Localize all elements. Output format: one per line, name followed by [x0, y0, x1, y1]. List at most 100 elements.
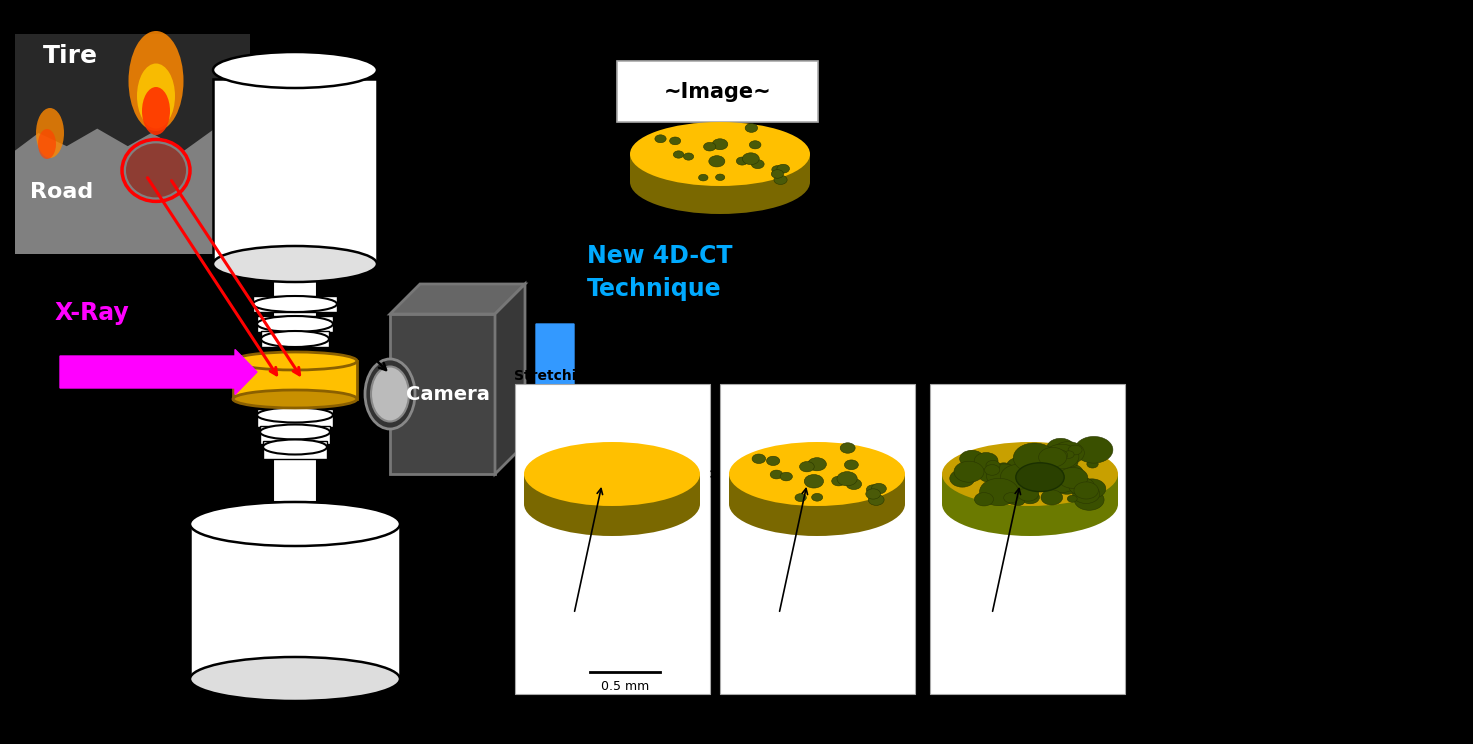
- FancyArrow shape: [60, 350, 256, 394]
- Ellipse shape: [745, 124, 757, 132]
- Ellipse shape: [950, 469, 975, 487]
- Ellipse shape: [38, 129, 56, 159]
- Ellipse shape: [35, 108, 63, 158]
- Bar: [190, 524, 401, 679]
- Ellipse shape: [1018, 487, 1038, 501]
- Ellipse shape: [630, 122, 810, 186]
- Polygon shape: [390, 284, 524, 314]
- Ellipse shape: [987, 464, 1021, 488]
- Ellipse shape: [1041, 490, 1062, 505]
- Bar: [233, 361, 356, 399]
- Text: Road: Road: [29, 182, 93, 202]
- Ellipse shape: [736, 157, 748, 165]
- Ellipse shape: [729, 442, 904, 506]
- Ellipse shape: [729, 472, 904, 536]
- Ellipse shape: [800, 461, 815, 472]
- Ellipse shape: [683, 153, 694, 160]
- Ellipse shape: [371, 367, 409, 422]
- Ellipse shape: [524, 442, 700, 506]
- Ellipse shape: [1044, 444, 1078, 469]
- Ellipse shape: [709, 155, 725, 167]
- Ellipse shape: [943, 442, 1118, 506]
- Ellipse shape: [1058, 467, 1089, 488]
- Text: Camera: Camera: [407, 385, 489, 403]
- Bar: [729, 474, 904, 504]
- Ellipse shape: [214, 52, 377, 88]
- Ellipse shape: [698, 174, 709, 181]
- Ellipse shape: [974, 452, 999, 469]
- Ellipse shape: [804, 475, 823, 488]
- Text: Technique: Technique: [588, 277, 722, 301]
- Ellipse shape: [1052, 442, 1084, 464]
- Ellipse shape: [1038, 472, 1064, 490]
- Ellipse shape: [1072, 484, 1100, 504]
- Ellipse shape: [871, 484, 887, 494]
- Ellipse shape: [955, 461, 984, 482]
- Ellipse shape: [980, 478, 1018, 506]
- FancyBboxPatch shape: [390, 314, 495, 474]
- Text: 0.5 mm: 0.5 mm: [601, 679, 650, 693]
- Ellipse shape: [256, 408, 333, 423]
- Ellipse shape: [1075, 437, 1114, 463]
- Ellipse shape: [1008, 468, 1046, 495]
- Ellipse shape: [233, 390, 356, 408]
- Ellipse shape: [807, 458, 826, 471]
- Ellipse shape: [127, 144, 186, 197]
- Ellipse shape: [1068, 445, 1083, 455]
- Ellipse shape: [1069, 477, 1094, 495]
- Text: Motor: Motor: [390, 161, 464, 182]
- Text: Stretching: Stretching: [709, 369, 791, 383]
- Ellipse shape: [1013, 443, 1056, 472]
- Ellipse shape: [943, 472, 1118, 536]
- Ellipse shape: [1064, 451, 1074, 458]
- Ellipse shape: [1066, 446, 1077, 454]
- Ellipse shape: [1052, 456, 1077, 474]
- Ellipse shape: [253, 296, 337, 312]
- Ellipse shape: [832, 476, 846, 486]
- FancyBboxPatch shape: [720, 384, 915, 694]
- Bar: [264, 441, 327, 459]
- Ellipse shape: [256, 316, 333, 332]
- Ellipse shape: [1006, 457, 1034, 476]
- Ellipse shape: [670, 137, 681, 145]
- Bar: [253, 296, 337, 312]
- Ellipse shape: [137, 63, 175, 129]
- Ellipse shape: [978, 466, 1000, 482]
- Ellipse shape: [1053, 450, 1068, 461]
- Ellipse shape: [1012, 497, 1025, 506]
- Ellipse shape: [795, 493, 806, 501]
- Ellipse shape: [868, 494, 884, 505]
- Bar: [214, 79, 377, 264]
- Ellipse shape: [960, 450, 984, 467]
- FancyBboxPatch shape: [617, 61, 818, 122]
- Ellipse shape: [753, 454, 766, 464]
- Ellipse shape: [716, 174, 725, 181]
- Ellipse shape: [630, 150, 810, 214]
- Ellipse shape: [1074, 481, 1099, 498]
- Text: Advanced: Advanced: [922, 369, 999, 383]
- Ellipse shape: [1038, 447, 1066, 467]
- Ellipse shape: [1074, 482, 1099, 499]
- FancyBboxPatch shape: [929, 384, 1125, 694]
- Ellipse shape: [1021, 491, 1040, 504]
- FancyBboxPatch shape: [516, 384, 710, 694]
- Text: Motor: Motor: [409, 591, 485, 612]
- Ellipse shape: [1068, 496, 1077, 502]
- Ellipse shape: [776, 164, 790, 173]
- Ellipse shape: [1043, 461, 1075, 484]
- Ellipse shape: [214, 246, 377, 282]
- Polygon shape: [495, 284, 524, 474]
- Ellipse shape: [1012, 452, 1049, 477]
- Ellipse shape: [1078, 479, 1106, 498]
- Polygon shape: [15, 129, 250, 254]
- Text: New 4D-CT: New 4D-CT: [588, 244, 732, 268]
- Text: X-Ray: X-Ray: [55, 301, 130, 325]
- Ellipse shape: [772, 166, 784, 173]
- Ellipse shape: [770, 470, 782, 479]
- FancyBboxPatch shape: [15, 34, 250, 254]
- Ellipse shape: [812, 493, 823, 501]
- Ellipse shape: [994, 463, 1012, 475]
- Bar: [943, 474, 1118, 504]
- Ellipse shape: [750, 141, 762, 149]
- Ellipse shape: [233, 352, 356, 370]
